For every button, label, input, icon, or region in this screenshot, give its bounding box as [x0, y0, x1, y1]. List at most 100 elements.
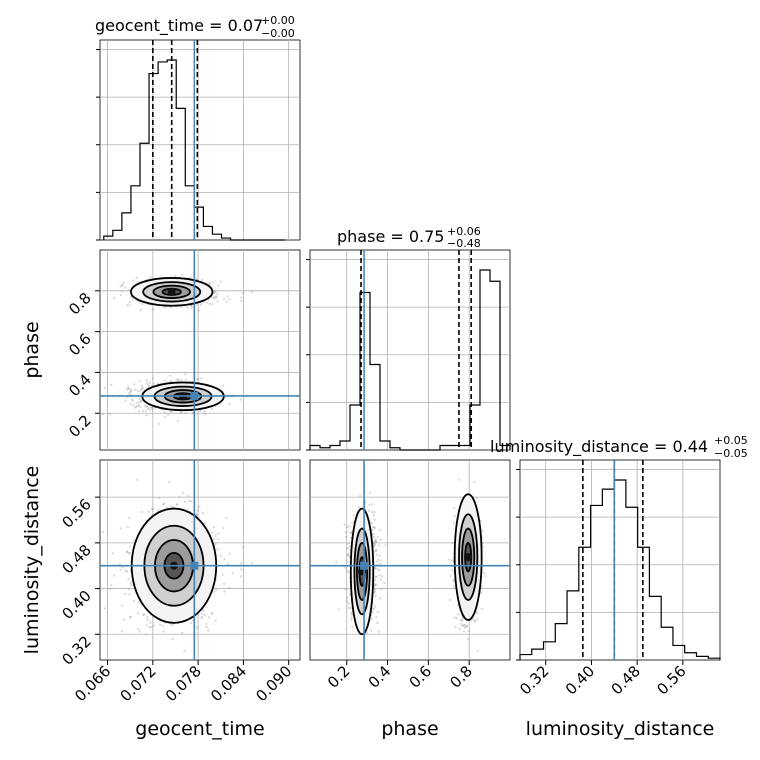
geocent-time-histogram: [103, 59, 285, 241]
sample-point: [462, 624, 465, 627]
panel-phase-hist: phase = 0.75 +0.06 −0.48: [309, 225, 511, 451]
sample-point: [144, 410, 147, 413]
sample-point: [376, 535, 379, 538]
sample-point: [183, 650, 186, 653]
sample-point: [163, 415, 166, 418]
sample-point: [142, 613, 145, 617]
sample-point: [214, 534, 217, 537]
sample-point: [379, 562, 382, 565]
sample-point: [182, 491, 185, 494]
sample-point: [379, 559, 382, 562]
sample-point: [145, 624, 148, 627]
sample-point: [101, 413, 105, 416]
sample-point: [343, 523, 346, 526]
sample-point: [346, 553, 349, 556]
sample-point: [379, 597, 382, 600]
sample-point: [473, 481, 476, 484]
phase-histogram: [309, 269, 511, 451]
sample-point: [108, 413, 111, 416]
sample-point: [370, 629, 373, 632]
sample-point: [168, 481, 171, 484]
sample-point: [146, 407, 149, 410]
sample-point: [223, 297, 226, 300]
sample-point: [124, 569, 127, 572]
sample-point: [208, 283, 212, 286]
sample-point: [138, 301, 141, 304]
sample-point: [127, 388, 130, 391]
sample-point: [136, 404, 139, 407]
title-luminosity-distance: luminosity_distance = 0.44: [490, 437, 708, 457]
sample-point: [384, 544, 387, 547]
sample-point: [103, 386, 106, 389]
sample-point: [351, 521, 354, 524]
truth-lines: [100, 250, 300, 450]
sample-point: [242, 546, 245, 549]
x-tick-label: 0.078: [162, 662, 205, 705]
sample-point: [344, 588, 347, 591]
sample-point: [171, 637, 174, 641]
sample-point: [163, 306, 167, 309]
sample-point: [190, 500, 193, 503]
sample-point: [137, 628, 140, 631]
sample-point: [130, 390, 133, 393]
sample-point: [198, 505, 201, 508]
sample-point: [122, 281, 125, 284]
sample-point: [152, 308, 155, 311]
sample-point: [170, 410, 173, 413]
sample-point: [467, 630, 471, 633]
sample-point: [370, 521, 373, 525]
x-tick-label: 0.090: [252, 662, 295, 705]
sample-point: [449, 574, 452, 578]
sample-point: [205, 622, 208, 626]
sample-point: [337, 608, 340, 611]
sample-point: [121, 284, 124, 287]
sample-point: [373, 535, 376, 538]
sample-point: [223, 558, 226, 561]
sample-point: [180, 378, 183, 381]
sample-point: [146, 382, 149, 385]
sample-point: [373, 518, 376, 521]
sample-point: [461, 618, 464, 621]
sample-point: [378, 574, 381, 577]
y-tick-label: 0.8: [65, 289, 95, 319]
sample-point: [214, 544, 217, 547]
sample-point: [199, 409, 202, 412]
sample-point: [221, 573, 224, 576]
sample-point: [131, 398, 134, 401]
sample-point: [374, 549, 378, 553]
truth-marker: [190, 391, 199, 400]
sample-point: [207, 629, 210, 632]
sample-point: [374, 583, 378, 587]
sample-point: [349, 607, 352, 610]
phase-quantiles: [360, 250, 473, 450]
sample-point: [171, 506, 175, 509]
sample-point: [240, 296, 243, 299]
sample-point: [458, 628, 461, 631]
sample-point: [216, 300, 219, 303]
sample-point: [380, 588, 383, 591]
sample-point: [242, 291, 245, 295]
sample-point: [119, 527, 122, 530]
sample-point: [128, 301, 131, 304]
sample-point: [214, 295, 217, 298]
sample-point: [211, 303, 214, 306]
sample-point: [376, 611, 379, 614]
sample-point: [211, 531, 214, 535]
sample-point: [373, 510, 376, 514]
sample-point: [152, 507, 155, 511]
sample-point: [225, 516, 228, 520]
sample-point: [180, 411, 183, 414]
sample-point: [142, 613, 146, 616]
sample-point: [101, 531, 105, 534]
sample-point: [471, 618, 475, 621]
sample-point: [365, 631, 368, 635]
sample-point: [184, 411, 187, 414]
sample-point: [374, 584, 377, 587]
sample-point: [228, 298, 231, 301]
sample-point: [137, 612, 140, 615]
sample-point: [347, 602, 350, 605]
sample-point: [211, 612, 214, 615]
sample-point: [346, 596, 349, 599]
sample-point: [147, 384, 150, 387]
sample-point: [121, 566, 124, 569]
